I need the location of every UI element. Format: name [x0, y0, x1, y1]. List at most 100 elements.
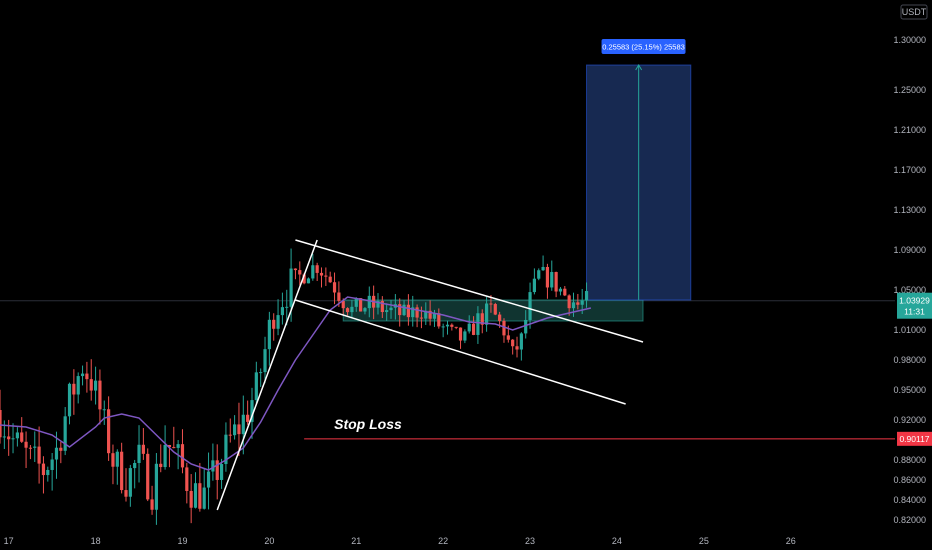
- candle-body: [185, 467, 189, 491]
- candle-body: [385, 310, 389, 313]
- candle-body: [467, 323, 471, 332]
- candle-body: [332, 282, 337, 293]
- candle-body: [263, 349, 267, 373]
- candle-body: [63, 416, 67, 451]
- candle-body: [419, 317, 424, 319]
- candle-body: [571, 302, 576, 309]
- candle-body: [328, 276, 332, 283]
- candle-body: [237, 424, 241, 435]
- stop-price-badge: [897, 431, 932, 446]
- candle-body: [111, 453, 115, 467]
- candle-body: [402, 304, 406, 316]
- x-tick-label: 22: [438, 536, 448, 546]
- candle-body: [289, 268, 293, 307]
- x-tick-label: 19: [177, 536, 187, 546]
- candle-body: [350, 306, 354, 313]
- candle-body: [485, 303, 489, 325]
- candle-body: [124, 490, 128, 497]
- candle-body: [463, 331, 467, 341]
- candle-body: [480, 313, 484, 325]
- candle-body: [411, 307, 415, 318]
- candle-body: [54, 447, 59, 460]
- y-tick-label: 1.05000: [893, 285, 926, 295]
- candle-body: [515, 346, 519, 350]
- candle-body: [489, 303, 493, 305]
- current-price-label: 1.03929: [899, 296, 930, 306]
- x-tick-label: 21: [351, 536, 361, 546]
- candle-body: [202, 487, 206, 509]
- candle-body: [72, 383, 76, 395]
- candle-body: [293, 268, 298, 271]
- candle-body: [389, 307, 393, 311]
- moving-average-line: [0, 296, 592, 471]
- candle-body: [359, 298, 363, 312]
- target-arrow-head: [635, 64, 643, 71]
- candle-body: [280, 307, 285, 316]
- candle-body: [276, 315, 280, 329]
- y-tick-label: 1.13000: [893, 205, 926, 215]
- candle-body: [298, 270, 302, 275]
- y-tick-label: 0.82000: [893, 515, 926, 525]
- candle-body: [471, 323, 476, 335]
- candle-body: [163, 444, 167, 468]
- candle-body: [115, 451, 119, 467]
- candle-body: [11, 438, 15, 440]
- currency-badge: [900, 4, 928, 20]
- y-tick-label: 0.98000: [893, 355, 926, 365]
- x-tick-label: 26: [786, 536, 796, 546]
- candle-body: [285, 306, 289, 308]
- channel-lower-line: [295, 299, 626, 405]
- candle-body: [341, 300, 345, 309]
- stop-loss-label: Stop Loss: [334, 416, 402, 432]
- candle-body: [211, 460, 215, 472]
- y-tick-label: 1.09000: [893, 245, 926, 255]
- zones-layer: [0, 64, 895, 322]
- candle-body: [519, 333, 523, 350]
- moving-average-layer: [0, 296, 592, 471]
- impulse-line: [216, 239, 318, 511]
- candle-body: [454, 326, 458, 328]
- candle-body: [120, 451, 124, 491]
- candle-body: [319, 272, 324, 276]
- measure-label-box: [601, 39, 686, 54]
- candle-body: [324, 275, 328, 277]
- candle-body: [532, 278, 536, 293]
- candle-body: [128, 468, 132, 497]
- candle-body: [380, 300, 384, 313]
- candle-body: [141, 444, 145, 454]
- candle-body: [150, 499, 154, 510]
- candle-body: [541, 266, 545, 271]
- candle-body: [176, 444, 180, 448]
- candles-layer: [0, 248, 589, 525]
- candle-body: [76, 376, 80, 395]
- candle-body: [272, 319, 276, 329]
- candle-body: [524, 319, 528, 334]
- y-tick-label: 0.88000: [893, 455, 926, 465]
- candle-body: [167, 444, 172, 448]
- candle-body: [180, 444, 185, 468]
- x-tick-label: 18: [91, 536, 101, 546]
- candle-body: [498, 314, 502, 321]
- candle-body: [137, 444, 141, 463]
- candle-body: [102, 409, 106, 411]
- x-tick-label: 20: [264, 536, 274, 546]
- candle-body: [441, 326, 445, 328]
- candle-body: [193, 483, 198, 508]
- candle-body: [80, 373, 85, 377]
- candle-body: [528, 292, 532, 320]
- candle-body: [554, 272, 558, 292]
- candle-body: [89, 379, 93, 391]
- candle-body: [267, 319, 271, 350]
- candle-body: [28, 447, 33, 449]
- candle-body: [206, 471, 211, 488]
- y-tick-label: 0.92000: [893, 415, 926, 425]
- y-tick-label: 0.95000: [893, 385, 926, 395]
- candle-body: [545, 266, 550, 288]
- candle-body: [224, 434, 228, 465]
- candle-body: [67, 383, 72, 417]
- candle-body: [24, 441, 28, 448]
- candle-body: [511, 339, 515, 347]
- candle-body: [50, 459, 54, 470]
